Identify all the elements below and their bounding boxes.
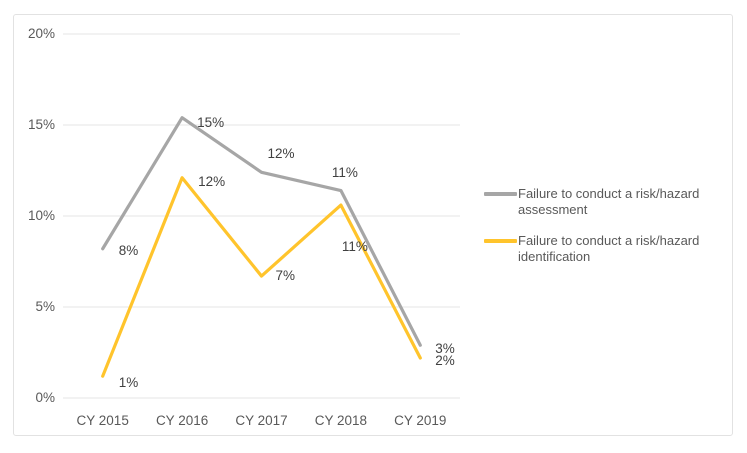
chart-frame: [13, 14, 733, 436]
